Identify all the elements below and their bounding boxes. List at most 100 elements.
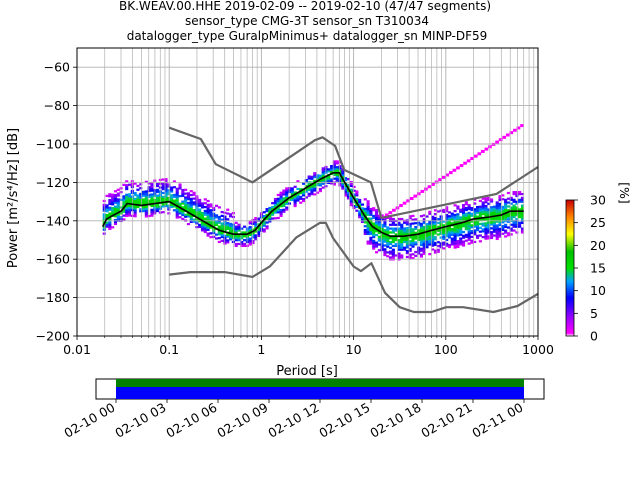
psd-cell — [285, 191, 289, 194]
psd-cell — [234, 244, 238, 248]
psd-cell — [203, 211, 207, 214]
psd-cell — [509, 233, 513, 236]
psd-cell — [484, 208, 488, 212]
psd-cell — [504, 216, 508, 219]
x-tick-label: 0.1 — [159, 342, 179, 357]
psd-cell — [125, 205, 129, 208]
psd-cell — [417, 231, 421, 234]
psd-cell — [484, 227, 488, 231]
psd-cell — [243, 231, 247, 234]
psd-cell — [425, 246, 429, 249]
psd-cell — [369, 232, 373, 236]
psd-cell — [206, 217, 210, 220]
psd-cell — [447, 243, 452, 247]
psd-cell — [268, 218, 272, 221]
psd-cell — [383, 230, 387, 234]
psd-cell — [229, 228, 233, 231]
psd-cell — [445, 217, 449, 220]
psd-cell — [352, 201, 356, 204]
psd-cell — [386, 241, 390, 244]
psd-cell — [388, 227, 393, 230]
psd-cell — [464, 206, 468, 210]
psd-cell — [478, 219, 482, 222]
psd-cell — [226, 208, 230, 211]
psd-cell — [184, 196, 188, 199]
psd-cell — [293, 202, 297, 206]
psd-cell — [372, 232, 376, 235]
psd-cell — [419, 243, 423, 247]
psd-cell — [439, 221, 443, 224]
psd-cell — [141, 202, 146, 205]
psd-cell — [408, 253, 412, 256]
psd-cell — [271, 217, 275, 220]
psd-cell — [321, 171, 325, 174]
psd-cell — [509, 214, 513, 217]
psd-cell — [338, 168, 342, 172]
psd-cell — [181, 210, 185, 213]
psd-cell — [156, 206, 160, 209]
psd-cell — [397, 256, 401, 259]
psd-cell — [335, 162, 339, 165]
psd-cell — [372, 209, 376, 212]
psd-cell — [495, 228, 499, 231]
psd-cell — [433, 213, 438, 216]
psd-cell — [150, 204, 154, 208]
psd-cell — [366, 221, 370, 224]
psd-cell — [414, 241, 418, 244]
psd-cell — [293, 197, 297, 200]
psd-cell — [397, 239, 401, 242]
psd-cell — [111, 199, 115, 202]
psd-cell — [296, 180, 300, 183]
psd-cell — [470, 214, 474, 217]
psd-cell — [313, 189, 317, 192]
psd-cell — [172, 193, 176, 197]
psd-cell — [209, 203, 213, 206]
psd-cell — [186, 215, 191, 218]
psd-cell — [285, 202, 289, 205]
psd-cell-sparse — [484, 147, 489, 151]
psd-cell — [484, 224, 488, 227]
psd-cell — [442, 243, 446, 246]
psd-cell — [439, 215, 443, 218]
psd-cell — [495, 207, 499, 210]
psd-cell — [127, 204, 132, 207]
psd-cell — [141, 194, 146, 197]
psd-cell — [414, 235, 418, 238]
colorbar-tick-label: 20 — [590, 238, 606, 253]
psd-cell — [383, 244, 387, 247]
psd-cell-sparse — [416, 192, 421, 196]
psd-cell — [198, 216, 202, 219]
psd-cell — [397, 244, 401, 248]
psd-cell — [504, 204, 508, 207]
psd-cell — [133, 209, 137, 212]
psd-cell — [447, 211, 452, 214]
psd-cell — [136, 205, 140, 209]
psd-cell — [374, 212, 379, 216]
psd-cell — [212, 206, 216, 210]
psd-cell — [147, 182, 151, 185]
psd-cell — [184, 188, 188, 191]
psd-cell — [411, 253, 415, 256]
psd-cell — [450, 212, 454, 215]
psd-cell — [335, 168, 339, 171]
psd-cell — [226, 212, 230, 215]
psd-cell — [327, 168, 331, 171]
psd-cell — [400, 256, 404, 259]
psd-cell — [433, 224, 438, 227]
psd-cell — [506, 213, 510, 216]
psd-cell — [108, 225, 112, 229]
psd-cell — [400, 244, 404, 248]
psd-cell — [352, 204, 356, 208]
psd-cell — [461, 211, 466, 214]
psd-cell — [408, 249, 412, 252]
psd-cell — [113, 220, 118, 224]
psd-cell — [237, 239, 241, 242]
psd-cell — [436, 250, 440, 253]
psd-cell — [481, 228, 485, 231]
psd-cell — [360, 214, 365, 218]
psd-cell — [156, 184, 160, 188]
psd-cell — [293, 195, 297, 198]
psd-cell — [203, 198, 207, 201]
psd-cell — [428, 210, 432, 213]
psd-cell — [349, 184, 353, 188]
